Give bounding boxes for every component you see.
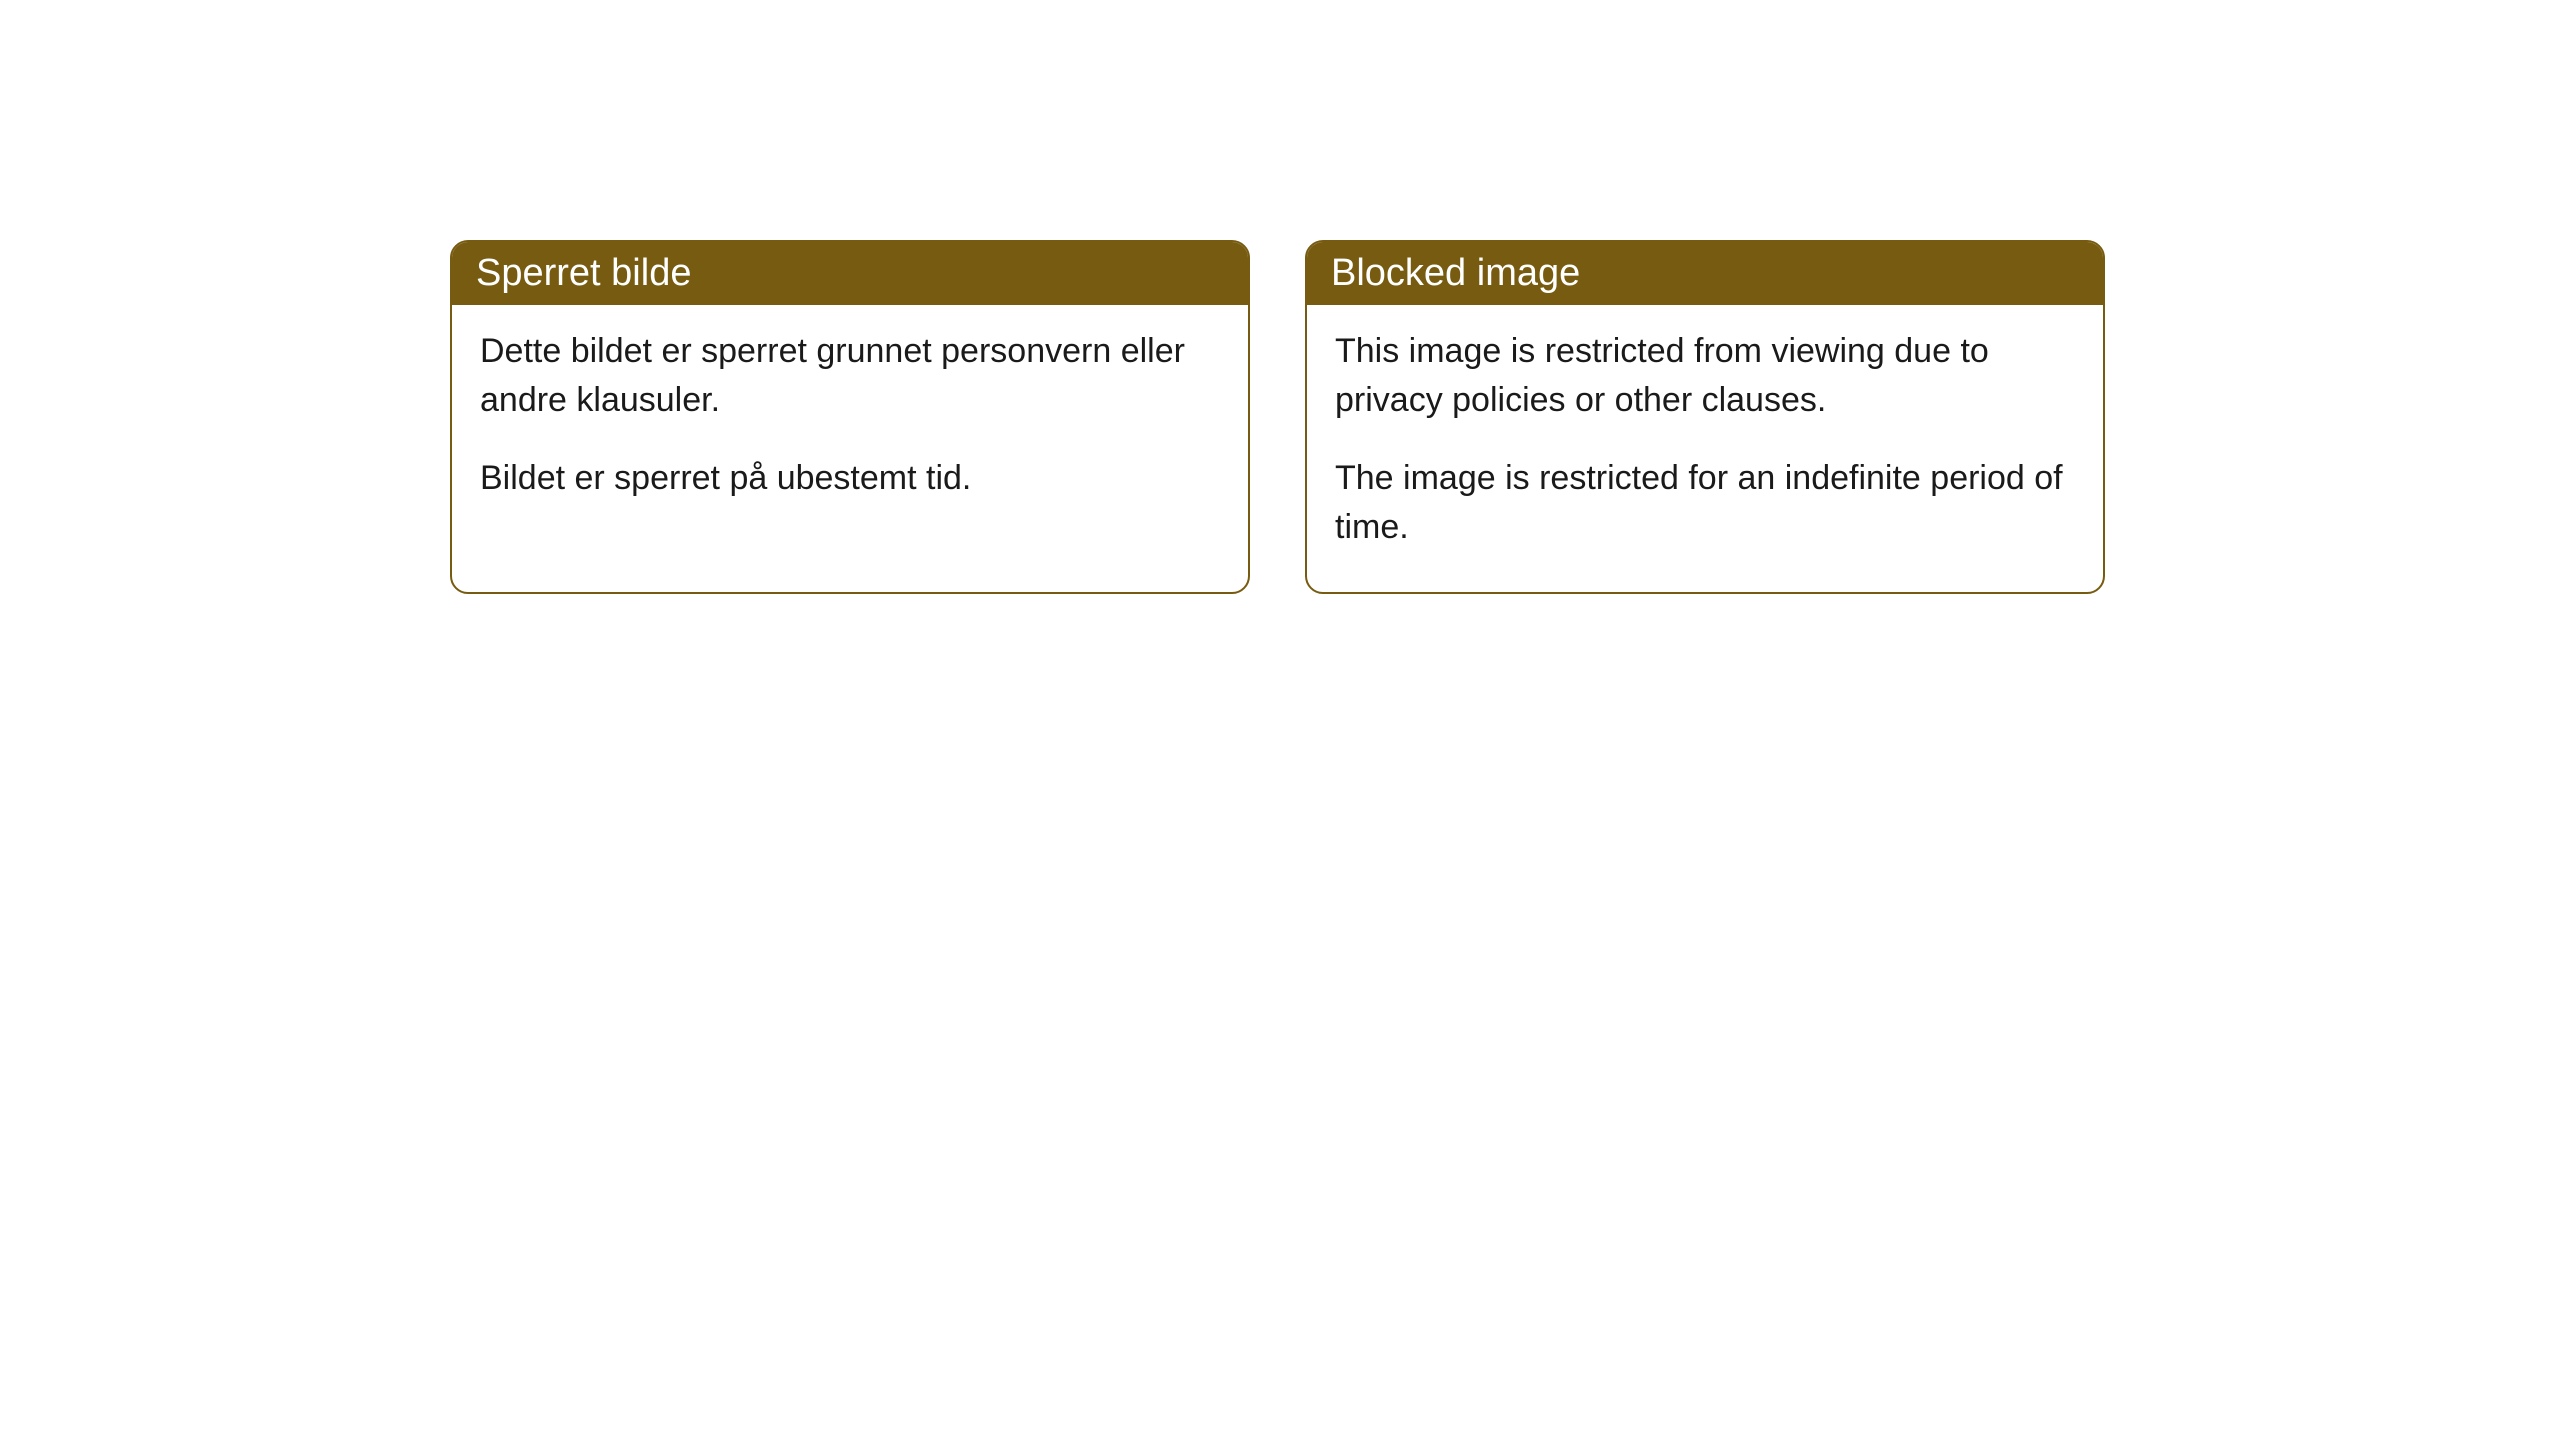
card-paragraph-2: The image is restricted for an indefinit…: [1335, 454, 2075, 553]
card-paragraph-1: This image is restricted from viewing du…: [1335, 327, 2075, 426]
card-header-norwegian: Sperret bilde: [452, 242, 1248, 305]
card-paragraph-1: Dette bildet er sperret grunnet personve…: [480, 327, 1220, 426]
blocked-image-card-norwegian: Sperret bilde Dette bildet er sperret gr…: [450, 240, 1250, 594]
notice-cards-container: Sperret bilde Dette bildet er sperret gr…: [450, 240, 2560, 594]
card-title: Blocked image: [1331, 252, 1580, 294]
card-body-norwegian: Dette bildet er sperret grunnet personve…: [452, 305, 1248, 543]
blocked-image-card-english: Blocked image This image is restricted f…: [1305, 240, 2105, 594]
card-title: Sperret bilde: [476, 252, 691, 294]
card-body-english: This image is restricted from viewing du…: [1307, 305, 2103, 592]
card-paragraph-2: Bildet er sperret på ubestemt tid.: [480, 454, 1220, 503]
card-header-english: Blocked image: [1307, 242, 2103, 305]
